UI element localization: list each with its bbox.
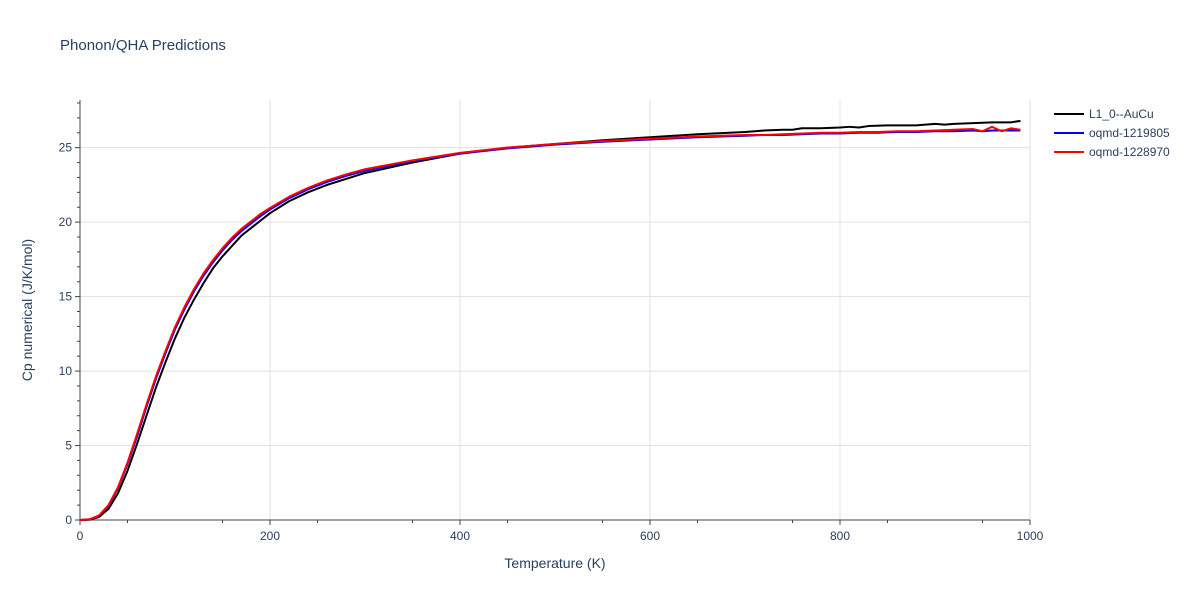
x-ticks: 0 200 400 600 800 1000 (77, 520, 1044, 543)
x-tick-label: 200 (260, 529, 280, 543)
x-tick-label: 1000 (1017, 529, 1044, 543)
series-line-1 (79, 119, 1021, 521)
series-layer (79, 119, 1021, 521)
legend-item-3[interactable]: oqmd-1228970 (1054, 145, 1170, 159)
y-tick-label: 20 (59, 215, 73, 229)
x-tick-label: 0 (77, 529, 84, 543)
y-axis-title: Cp numerical (J/K/mol) (19, 239, 35, 381)
legend-label: L1_0--AuCu (1089, 107, 1154, 121)
series-line-2 (79, 129, 1021, 521)
legend-label: oqmd-1219805 (1089, 126, 1170, 140)
x-tick-label: 800 (830, 529, 850, 543)
y-tick-label: 10 (59, 364, 73, 378)
x-tick-label: 400 (450, 529, 470, 543)
y-tick-label: 5 (65, 439, 72, 453)
x-axis-title: Temperature (K) (504, 555, 605, 571)
chart-title: Phonon/QHA Predictions (60, 37, 226, 54)
axes (79, 100, 1030, 521)
legend[interactable]: L1_0--AuCu oqmd-1219805 oqmd-1228970 (1054, 107, 1170, 159)
series-line-3 (79, 125, 1021, 521)
legend-item-2[interactable]: oqmd-1219805 (1054, 126, 1170, 140)
x-tick-label: 600 (640, 529, 660, 543)
y-ticks: 0 5 10 15 20 25 (59, 102, 80, 527)
y-tick-label: 0 (65, 513, 72, 527)
legend-label: oqmd-1228970 (1089, 145, 1170, 159)
y-tick-label: 15 (59, 290, 73, 304)
grid (80, 100, 1031, 520)
y-tick-label: 25 (59, 141, 73, 155)
legend-item-1[interactable]: L1_0--AuCu (1054, 107, 1154, 121)
